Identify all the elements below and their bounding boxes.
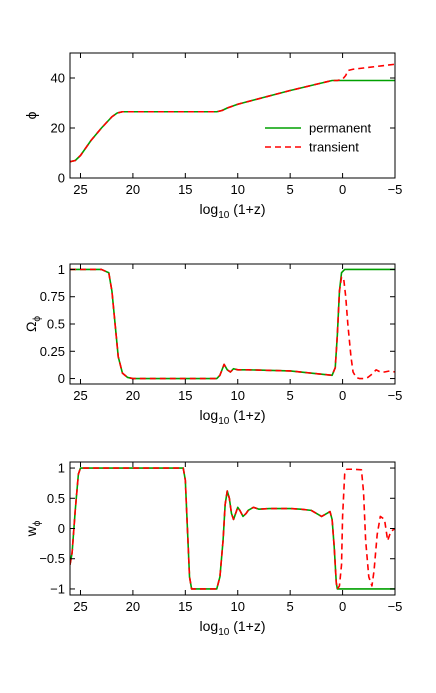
legend-label-permanent: permanent xyxy=(309,121,372,136)
x-tick-label: 15 xyxy=(178,182,192,197)
x-tick-label: 10 xyxy=(231,182,245,197)
y-axis-label: Ωϕ xyxy=(23,316,43,332)
x-axis-label: log10 (1+z) xyxy=(200,407,266,427)
x-tick-label: 10 xyxy=(231,599,245,614)
x-tick-label: 15 xyxy=(178,388,192,403)
y-axis-label: wϕ xyxy=(23,520,43,537)
x-tick-label: 25 xyxy=(73,599,87,614)
x-tick-label: 0 xyxy=(339,388,346,403)
y-tick-label: −0.5 xyxy=(39,551,65,566)
y-tick-label: 20 xyxy=(51,121,65,136)
y-axis-label: ϕ xyxy=(23,111,39,119)
x-tick-label: 5 xyxy=(287,599,294,614)
series-transient xyxy=(70,268,395,380)
y-tick-label: 0 xyxy=(58,521,65,536)
y-tick-label: 1 xyxy=(58,461,65,476)
x-tick-label: −5 xyxy=(388,388,403,403)
x-tick-label: 5 xyxy=(287,388,294,403)
series-permanent xyxy=(70,268,395,380)
x-tick-label: 0 xyxy=(339,599,346,614)
chart-panel-omega: 25 20 15 10 5 0 −5 0 0.25 0.5 0.75 1 log10 (1+z) Ωϕ xyxy=(23,262,402,427)
x-tick-label: 0 xyxy=(339,182,346,197)
y-tick-label: 0.5 xyxy=(47,491,65,506)
x-tick-label: 10 xyxy=(231,388,245,403)
x-tick-label: 25 xyxy=(73,182,87,197)
x-tick-label: 5 xyxy=(287,182,294,197)
y-tick-label: 0 xyxy=(58,171,65,186)
series-transient xyxy=(70,63,395,163)
y-tick-label: −1 xyxy=(50,581,65,596)
series-permanent xyxy=(70,467,395,590)
x-tick-label: 20 xyxy=(126,599,140,614)
x-axis-label: log10 (1+z) xyxy=(200,201,266,221)
x-tick-label: −5 xyxy=(388,182,403,197)
x-axis-label: log10 (1+z) xyxy=(200,618,266,638)
y-tick-label: 0.25 xyxy=(40,344,65,359)
legend-label-transient: transient xyxy=(309,140,359,155)
y-tick-label: 1 xyxy=(58,262,65,277)
x-tick-label: 15 xyxy=(178,599,192,614)
chart-panel-w: 25 20 15 10 5 0 −5 −1 −0.5 0 0.5 1 log10 (1+z) wϕ xyxy=(23,461,402,638)
y-tick-label: 0 xyxy=(58,371,65,386)
y-tick-label: 0.75 xyxy=(40,289,65,304)
y-tick-label: 0.5 xyxy=(47,317,65,332)
axes-box xyxy=(69,52,396,179)
x-tick-label: 20 xyxy=(126,182,140,197)
axes-box xyxy=(69,461,396,596)
y-tick-label: 40 xyxy=(51,71,65,86)
chart-panel-phi: 25 20 15 10 5 0 −5 0 20 40 log10 (1+z) ϕ permanent tr… xyxy=(23,52,403,221)
x-tick-label: 25 xyxy=(73,388,87,403)
x-tick-label: 20 xyxy=(126,388,140,403)
x-tick-label: −5 xyxy=(388,599,403,614)
axes-box xyxy=(69,263,396,385)
series-transient xyxy=(70,467,395,590)
